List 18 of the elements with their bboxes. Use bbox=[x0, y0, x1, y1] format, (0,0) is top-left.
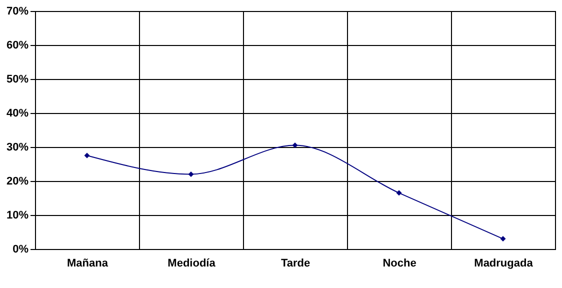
x-tick-label: Noche bbox=[382, 258, 416, 270]
y-tick-label: 60% bbox=[6, 40, 29, 52]
y-tick-label: 50% bbox=[6, 74, 29, 86]
y-tick-label: 20% bbox=[6, 176, 29, 188]
x-tick-label: Madrugada bbox=[474, 258, 534, 270]
point bbox=[292, 142, 298, 148]
x-tick-label: Tarde bbox=[280, 258, 310, 270]
y-tick-label: 0% bbox=[12, 244, 29, 256]
y-tick-label: 10% bbox=[6, 210, 29, 222]
y-tick-label: 70% bbox=[6, 6, 29, 18]
point bbox=[84, 152, 90, 158]
point bbox=[396, 190, 402, 196]
point bbox=[188, 171, 194, 177]
point bbox=[500, 236, 506, 242]
y-tick-label: 30% bbox=[6, 142, 29, 154]
y-tick-label: 40% bbox=[6, 108, 29, 120]
x-tick-label: Mañana bbox=[67, 258, 109, 270]
x-tick-label: Mediodía bbox=[168, 258, 216, 270]
